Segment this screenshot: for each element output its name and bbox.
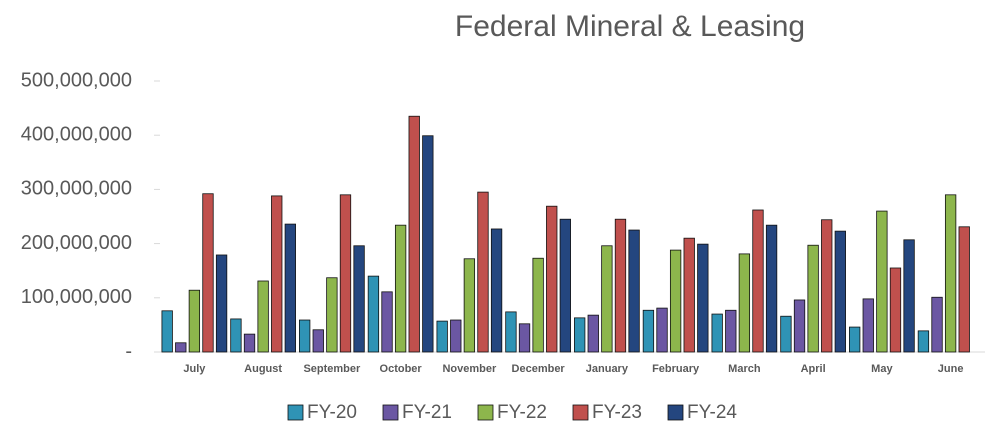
x-tick-label: April bbox=[801, 363, 826, 375]
bar bbox=[230, 318, 242, 353]
bar bbox=[202, 193, 214, 353]
legend-swatch bbox=[572, 404, 589, 421]
bar bbox=[931, 296, 943, 353]
bar bbox=[958, 226, 970, 353]
bar bbox=[614, 218, 627, 353]
bar bbox=[490, 228, 503, 353]
bar bbox=[917, 330, 930, 353]
bar bbox=[312, 329, 324, 353]
bar bbox=[257, 280, 269, 353]
bar bbox=[477, 191, 489, 353]
bar bbox=[601, 245, 613, 353]
bar bbox=[780, 315, 792, 353]
legend-swatch bbox=[667, 404, 684, 421]
bar bbox=[450, 319, 462, 353]
bar bbox=[752, 209, 764, 353]
bar bbox=[367, 275, 380, 353]
bar bbox=[243, 333, 256, 353]
legend-label: FY-22 bbox=[497, 402, 547, 423]
bar bbox=[436, 320, 448, 353]
bar bbox=[546, 205, 558, 353]
bar bbox=[394, 224, 407, 353]
bar bbox=[683, 237, 695, 353]
x-tick-label: August bbox=[244, 363, 282, 375]
bar bbox=[574, 317, 586, 353]
bar bbox=[408, 115, 420, 353]
bar bbox=[669, 249, 682, 353]
bar bbox=[849, 326, 861, 353]
bar bbox=[821, 219, 833, 353]
legend-swatch bbox=[477, 404, 494, 421]
bar bbox=[188, 289, 201, 353]
x-tick-label: November bbox=[442, 363, 497, 375]
bar bbox=[807, 244, 819, 353]
legend-swatch bbox=[287, 404, 304, 421]
legend-swatch bbox=[382, 404, 399, 421]
bar bbox=[326, 277, 338, 353]
bar bbox=[161, 310, 173, 353]
bar bbox=[862, 298, 874, 353]
bar bbox=[381, 291, 393, 353]
bar bbox=[725, 309, 737, 353]
bar bbox=[656, 307, 668, 353]
bar bbox=[765, 224, 778, 353]
bar bbox=[889, 267, 902, 353]
y-tick-label: 300,000,000 bbox=[21, 178, 132, 200]
bar bbox=[559, 218, 571, 353]
bar bbox=[738, 253, 751, 353]
y-tick-label: 500,000,000 bbox=[21, 69, 132, 91]
bar bbox=[642, 309, 655, 353]
bar bbox=[505, 311, 517, 353]
legend-label: FY-20 bbox=[307, 402, 357, 423]
legend-label: FY-23 bbox=[592, 402, 642, 423]
bar bbox=[628, 229, 640, 353]
x-tick-label: October bbox=[380, 363, 423, 375]
bar bbox=[587, 314, 599, 353]
bar bbox=[422, 135, 434, 353]
x-tick-label: December bbox=[512, 363, 566, 375]
bar bbox=[271, 195, 283, 353]
x-tick-label: June bbox=[938, 363, 964, 375]
x-tick-label: February bbox=[652, 363, 700, 375]
bar bbox=[532, 257, 544, 353]
bar bbox=[876, 210, 888, 353]
bar bbox=[944, 194, 957, 353]
x-tick-label: May bbox=[871, 363, 893, 375]
bar bbox=[215, 254, 228, 353]
bar bbox=[834, 230, 846, 353]
bar bbox=[339, 194, 352, 353]
legend-label: FY-21 bbox=[402, 402, 452, 423]
x-tick-label: July bbox=[183, 363, 206, 375]
x-tick-label: January bbox=[586, 363, 629, 375]
bar bbox=[903, 239, 915, 353]
y-tick-label: 200,000,000 bbox=[21, 232, 132, 254]
y-tick-label: 100,000,000 bbox=[21, 286, 132, 308]
x-tick-label: September bbox=[303, 363, 361, 375]
y-tick-label: 400,000,000 bbox=[21, 123, 132, 145]
x-tick-label: March bbox=[728, 363, 761, 375]
bar bbox=[299, 319, 311, 353]
bar bbox=[793, 299, 806, 353]
bar bbox=[697, 243, 709, 353]
y-tick-label: - bbox=[125, 340, 132, 362]
bar bbox=[518, 323, 531, 353]
bar bbox=[353, 245, 365, 353]
chart-title: Federal Mineral & Leasing bbox=[455, 10, 805, 43]
bar bbox=[284, 223, 296, 353]
bar bbox=[463, 258, 476, 353]
bar bbox=[711, 313, 723, 353]
legend-label: FY-24 bbox=[687, 402, 737, 423]
bar bbox=[175, 342, 187, 353]
